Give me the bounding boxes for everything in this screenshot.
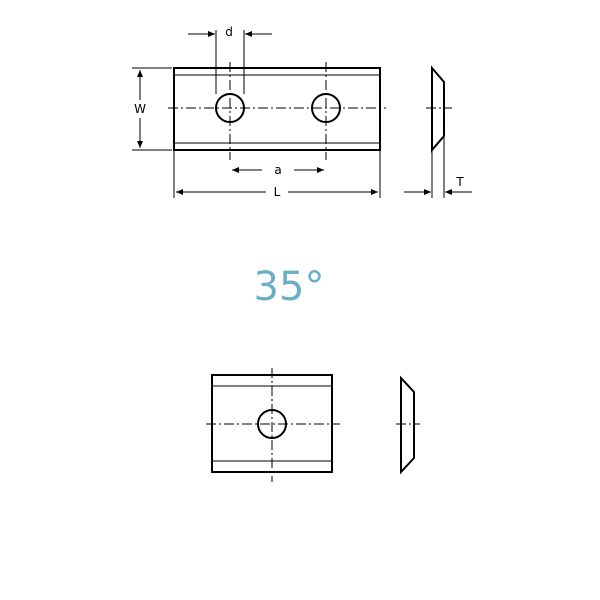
side-profile [431,65,445,153]
dimension-a: a [232,163,324,177]
dimension-d: d [188,25,272,94]
mounting-hole-2 [311,93,341,123]
two-hole-insert-side-view [426,65,452,198]
single-hole-insert-front-view [206,368,340,482]
single-hole-insert-side-view [396,375,420,475]
two-hole-insert-front-view [168,62,386,160]
dimension-t: T [404,175,472,195]
dimension-d-label: d [225,25,233,39]
dimension-l-label: L [274,185,281,199]
mounting-hole [257,409,287,439]
dimension-w: W [132,67,172,151]
angle-label: 35° [254,264,325,310]
mounting-hole-1 [215,93,245,123]
insert-outline [173,67,381,151]
dimension-w-label: W [134,102,146,116]
dimension-l: L [173,150,381,199]
dimension-a-label: a [274,163,281,177]
side-profile-2 [400,375,415,475]
dimension-t-label: T [455,175,464,189]
